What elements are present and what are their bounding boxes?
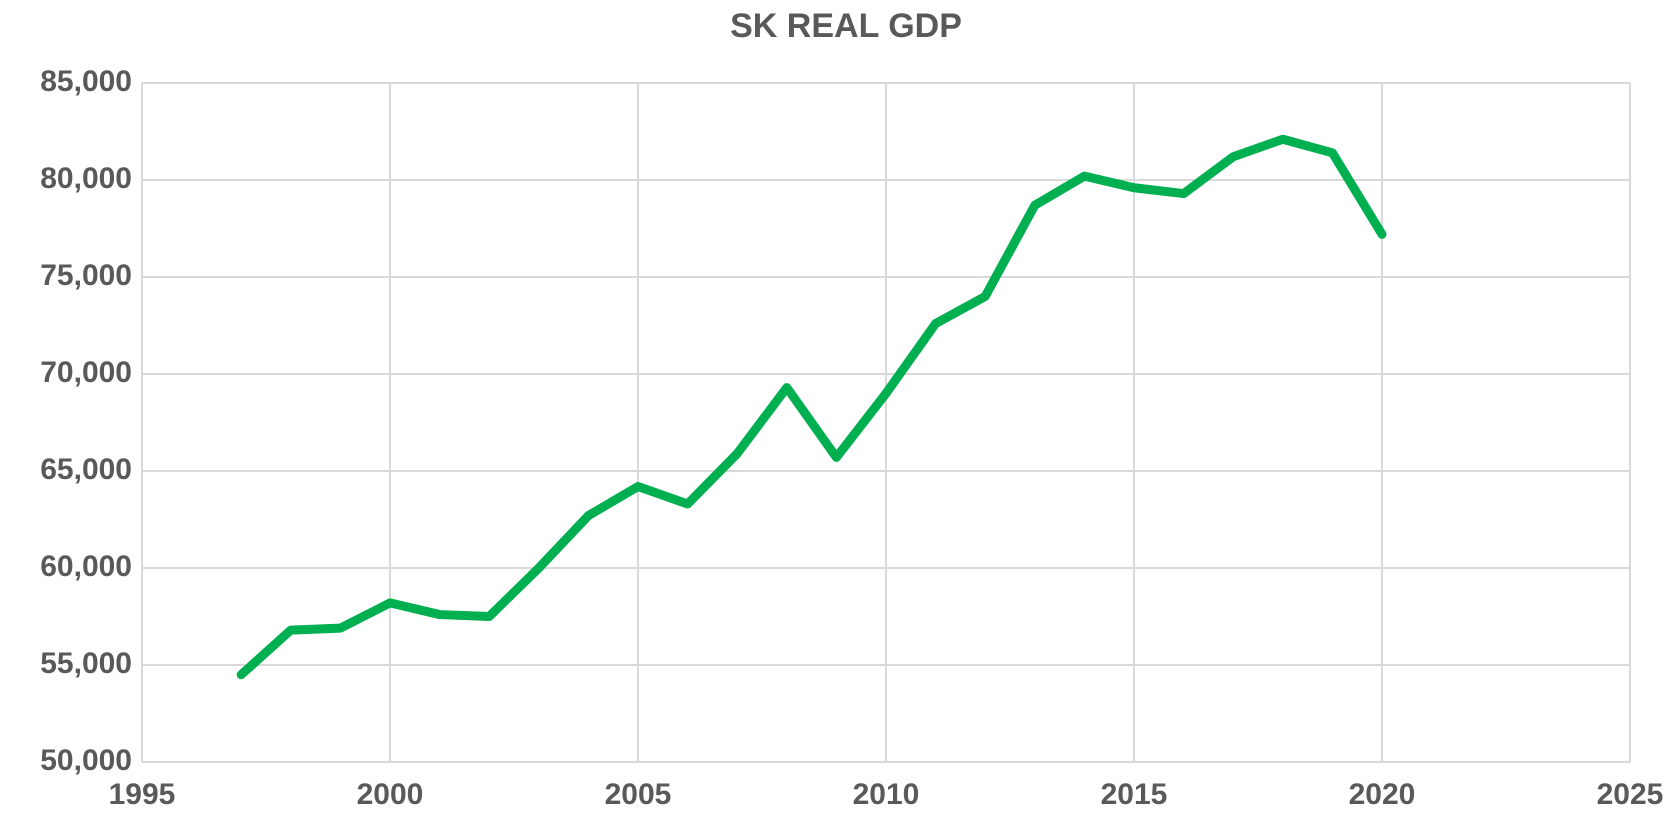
x-tick-label: 2025 bbox=[1597, 778, 1664, 811]
x-tick-label: 2020 bbox=[1349, 778, 1416, 811]
x-tick-label: 2015 bbox=[1101, 778, 1168, 811]
y-tick-label: 70,000 bbox=[40, 356, 132, 389]
x-tick-label: 2000 bbox=[357, 778, 424, 811]
y-tick-label: 80,000 bbox=[40, 162, 132, 195]
y-tick-label: 65,000 bbox=[40, 453, 132, 486]
x-tick-label: 1995 bbox=[109, 778, 176, 811]
y-tick-label: 60,000 bbox=[40, 550, 132, 583]
y-tick-label: 55,000 bbox=[40, 647, 132, 680]
line-series bbox=[236, 134, 1387, 680]
chart-title: SK REAL GDP bbox=[730, 7, 962, 45]
x-tick-label: 2005 bbox=[605, 778, 672, 811]
x-tick-label: 2010 bbox=[853, 778, 920, 811]
y-tick-label: 85,000 bbox=[40, 65, 132, 98]
y-tick-label: 50,000 bbox=[40, 744, 132, 777]
y-tick-label: 75,000 bbox=[40, 259, 132, 292]
